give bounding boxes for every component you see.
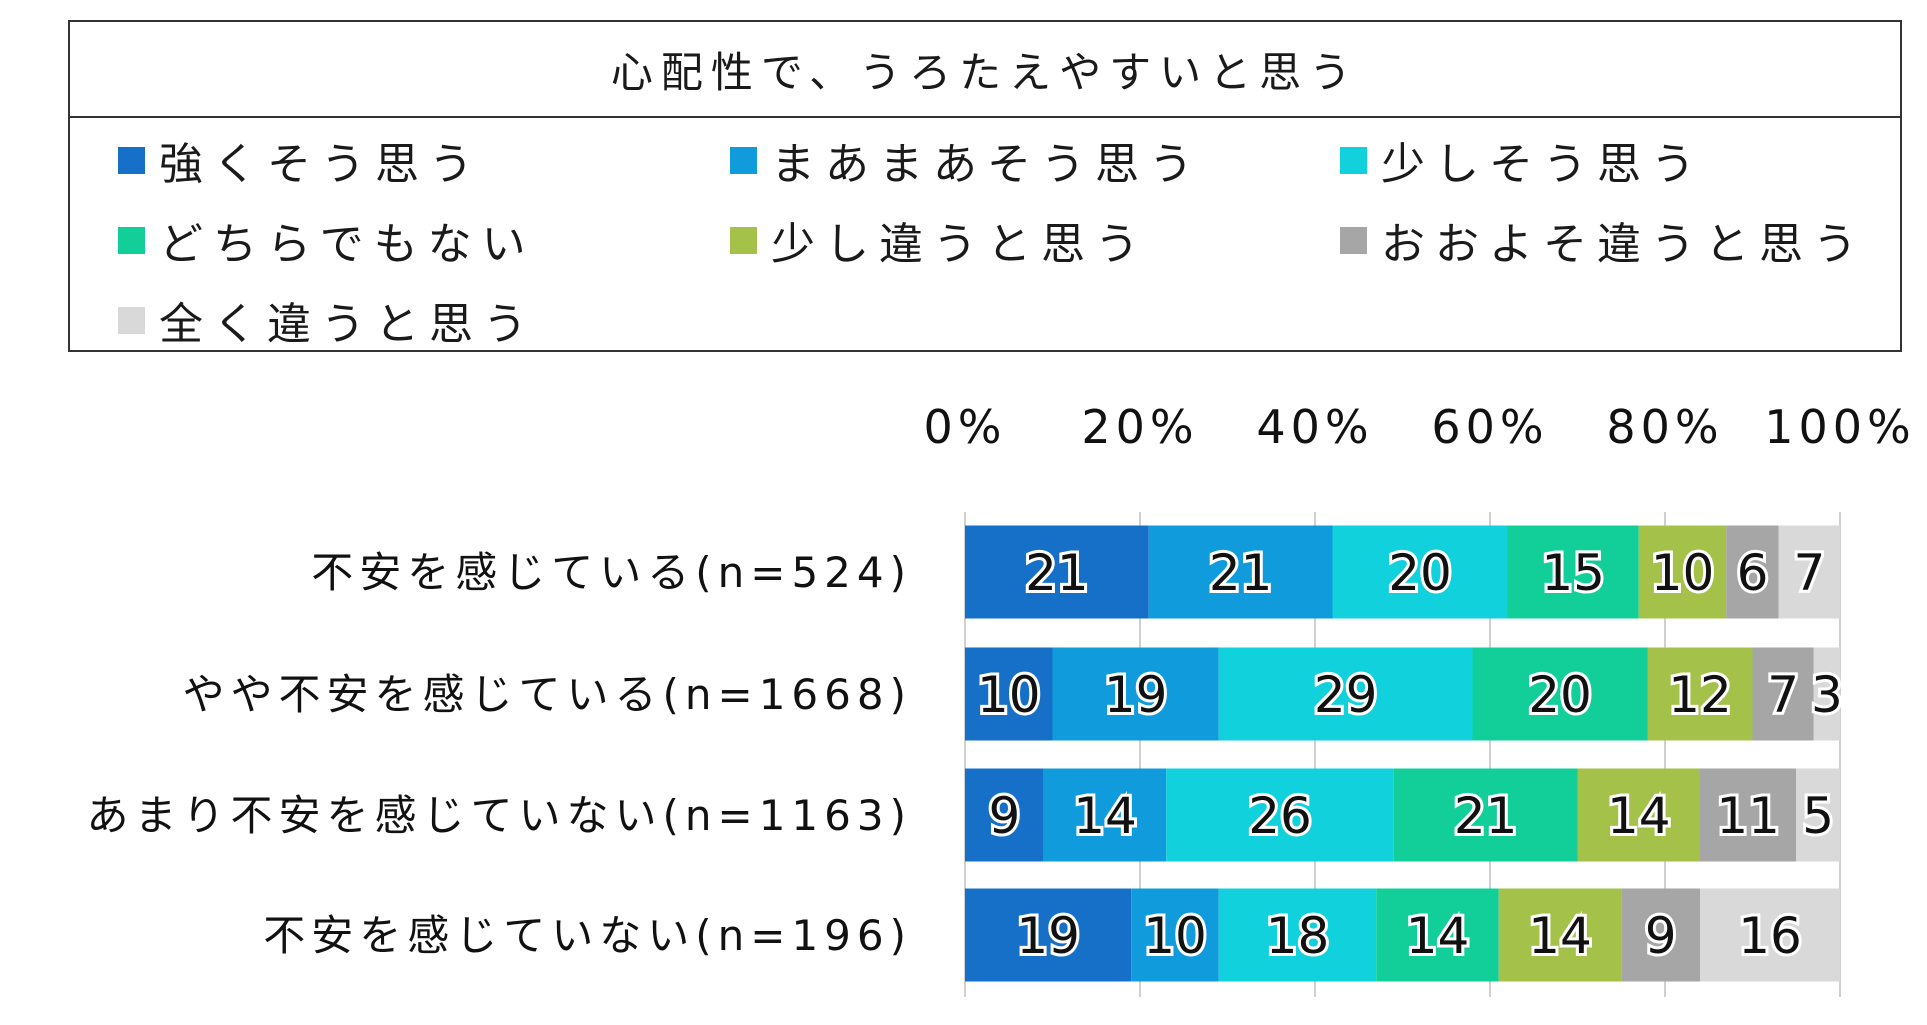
- legend-swatch: [118, 306, 145, 334]
- bar-segment: [1218, 647, 1473, 741]
- bar-segment: [1052, 647, 1219, 741]
- data-label: 7: [1793, 544, 1825, 602]
- data-label: 7: [1767, 666, 1799, 724]
- x-tick-label: 0%: [924, 400, 1007, 454]
- data-label: 14: [1607, 787, 1671, 845]
- legend-item: 少し違うと思う: [730, 208, 1149, 272]
- data-label: 15: [1541, 544, 1605, 602]
- legend-label: おおよそ違うと思う: [1381, 219, 1867, 270]
- legend-item: まあまあそう思う: [730, 128, 1203, 192]
- data-label: 10: [1651, 544, 1715, 602]
- data-label: 20: [1388, 544, 1452, 602]
- x-tick-label: 80%: [1606, 400, 1723, 454]
- bar-segment: [965, 888, 1132, 982]
- bar-segment: [1577, 768, 1700, 862]
- bar-segment: [1796, 768, 1840, 862]
- data-label: 5: [1802, 787, 1834, 845]
- bar-segment: [1726, 525, 1779, 619]
- bar-segment: [1376, 888, 1499, 982]
- bar-segment: [1148, 525, 1333, 619]
- x-tick-label: 20%: [1081, 400, 1198, 454]
- bar-segment: [1778, 525, 1840, 619]
- bar-segment: [1507, 525, 1639, 619]
- bar-segment: [1647, 647, 1753, 741]
- legend-item: 強くそう思う: [118, 128, 483, 192]
- bar-segment: [1638, 525, 1727, 619]
- bar-segment: [1166, 768, 1394, 862]
- data-label: 21: [1454, 787, 1518, 845]
- data-label: 18: [1266, 907, 1330, 965]
- legend-label: まあまあそう思う: [771, 139, 1203, 190]
- category-label: 不安を感じている(n=524): [311, 548, 912, 597]
- legend-item: 全く違うと思う: [118, 288, 537, 352]
- legend-item: おおよそ違うと思う: [1340, 208, 1867, 272]
- data-label: 9: [988, 787, 1020, 845]
- x-tick-label: 60%: [1431, 400, 1548, 454]
- category-label: やや不安を感じている(n=1668): [183, 670, 912, 719]
- bar-segment: [1700, 888, 1840, 982]
- data-label: 19: [1104, 666, 1168, 724]
- data-label: 20: [1528, 666, 1592, 724]
- chart-legend: 強くそう思う まあまあそう思う 少しそう思うどちらでもない 少し違うと思う おおよそ違う…: [68, 116, 1902, 352]
- legend-swatch: [1340, 146, 1367, 174]
- data-label: 10: [1143, 907, 1207, 965]
- bar-segment: [965, 647, 1053, 741]
- category-label: あまり不安を感じていない(n=1163): [87, 791, 912, 840]
- data-label: 11: [1716, 787, 1780, 845]
- data-label: 10: [977, 666, 1041, 724]
- bar-segment: [1043, 768, 1167, 862]
- bar-segment: [1131, 888, 1219, 982]
- legend-swatch: [118, 226, 145, 254]
- bar-segment: [965, 525, 1149, 619]
- data-label: 26: [1248, 787, 1312, 845]
- legend-item: 少しそう思う: [1340, 128, 1705, 192]
- data-label: 21: [1209, 544, 1273, 602]
- bar-segment: [1752, 647, 1814, 741]
- bar-segment: [1393, 768, 1578, 862]
- legend-swatch: [1340, 226, 1367, 254]
- data-label: 14: [1073, 787, 1137, 845]
- legend-label: 少しそう思う: [1381, 139, 1705, 190]
- data-label: 6: [1737, 544, 1769, 602]
- legend-swatch: [730, 146, 757, 174]
- legend-swatch: [118, 146, 145, 174]
- bar-segment: [1813, 647, 1840, 741]
- legend-label: 全く違うと思う: [159, 299, 537, 350]
- chart-title: 心配性で、うろたえやすいと思う: [68, 20, 1902, 118]
- data-label: 14: [1528, 907, 1592, 965]
- data-label: 29: [1314, 666, 1378, 724]
- data-label: 9: [1645, 907, 1677, 965]
- data-label: 12: [1668, 666, 1732, 724]
- legend-item: どちらでもない: [118, 208, 536, 272]
- x-tick-label: 100%: [1764, 400, 1916, 454]
- bar-segment: [1700, 768, 1797, 862]
- x-tick-label: 40%: [1256, 400, 1373, 454]
- legend-label: 強くそう思う: [159, 139, 483, 190]
- data-label: 3: [1811, 666, 1843, 724]
- bar-segment: [1621, 888, 1700, 982]
- legend-swatch: [730, 226, 757, 254]
- bar-segment: [1472, 647, 1648, 741]
- bar-segment: [1498, 888, 1622, 982]
- bar-segment: [1332, 525, 1508, 619]
- legend-label: 少し違うと思う: [771, 219, 1149, 270]
- bar-segment: [1218, 888, 1377, 982]
- category-label: 不安を感じていない(n=196): [263, 911, 912, 960]
- data-label: 14: [1406, 907, 1470, 965]
- data-label: 21: [1025, 544, 1089, 602]
- data-label: 19: [1016, 907, 1080, 965]
- legend-label: どちらでもない: [159, 219, 536, 270]
- bar-segment: [965, 768, 1044, 862]
- data-label: 16: [1738, 907, 1802, 965]
